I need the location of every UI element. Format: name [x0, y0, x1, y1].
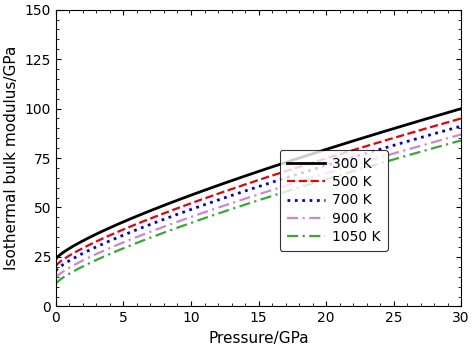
1050 K	[458, 138, 464, 142]
Line: 900 K: 900 K	[56, 134, 461, 278]
Legend: 300 K, 500 K, 700 K, 900 K, 1050 K: 300 K, 500 K, 700 K, 900 K, 1050 K	[280, 150, 388, 251]
500 K	[369, 142, 375, 147]
1050 K	[217, 211, 223, 215]
900 K	[458, 132, 464, 137]
1050 K	[376, 161, 382, 166]
1050 K	[53, 281, 59, 286]
700 K	[331, 161, 337, 165]
500 K	[331, 154, 337, 158]
900 K	[231, 200, 237, 204]
1050 K	[231, 206, 237, 210]
900 K	[369, 158, 375, 162]
500 K	[53, 264, 59, 268]
Y-axis label: Isothermal bulk modulus/GPa: Isothermal bulk modulus/GPa	[4, 46, 19, 270]
500 K	[231, 186, 237, 190]
1050 K	[331, 175, 337, 179]
300 K	[458, 107, 464, 111]
500 K	[94, 239, 100, 243]
700 K	[376, 147, 382, 152]
700 K	[369, 149, 375, 154]
900 K	[94, 251, 100, 256]
700 K	[94, 244, 100, 248]
300 K	[217, 183, 223, 187]
Line: 1050 K: 1050 K	[56, 140, 461, 284]
500 K	[458, 116, 464, 120]
500 K	[217, 191, 223, 195]
900 K	[331, 169, 337, 173]
300 K	[369, 133, 375, 137]
700 K	[217, 197, 223, 202]
X-axis label: Pressure/GPa: Pressure/GPa	[208, 331, 309, 346]
700 K	[231, 193, 237, 197]
500 K	[376, 140, 382, 144]
300 K	[231, 177, 237, 182]
900 K	[53, 276, 59, 280]
Line: 500 K: 500 K	[56, 118, 461, 266]
300 K	[331, 145, 337, 149]
300 K	[376, 131, 382, 135]
700 K	[458, 124, 464, 128]
Line: 300 K: 300 K	[56, 109, 461, 259]
700 K	[53, 269, 59, 273]
300 K	[53, 257, 59, 261]
900 K	[217, 205, 223, 209]
Line: 700 K: 700 K	[56, 126, 461, 271]
1050 K	[369, 163, 375, 168]
300 K	[94, 231, 100, 236]
1050 K	[94, 257, 100, 261]
900 K	[376, 155, 382, 160]
